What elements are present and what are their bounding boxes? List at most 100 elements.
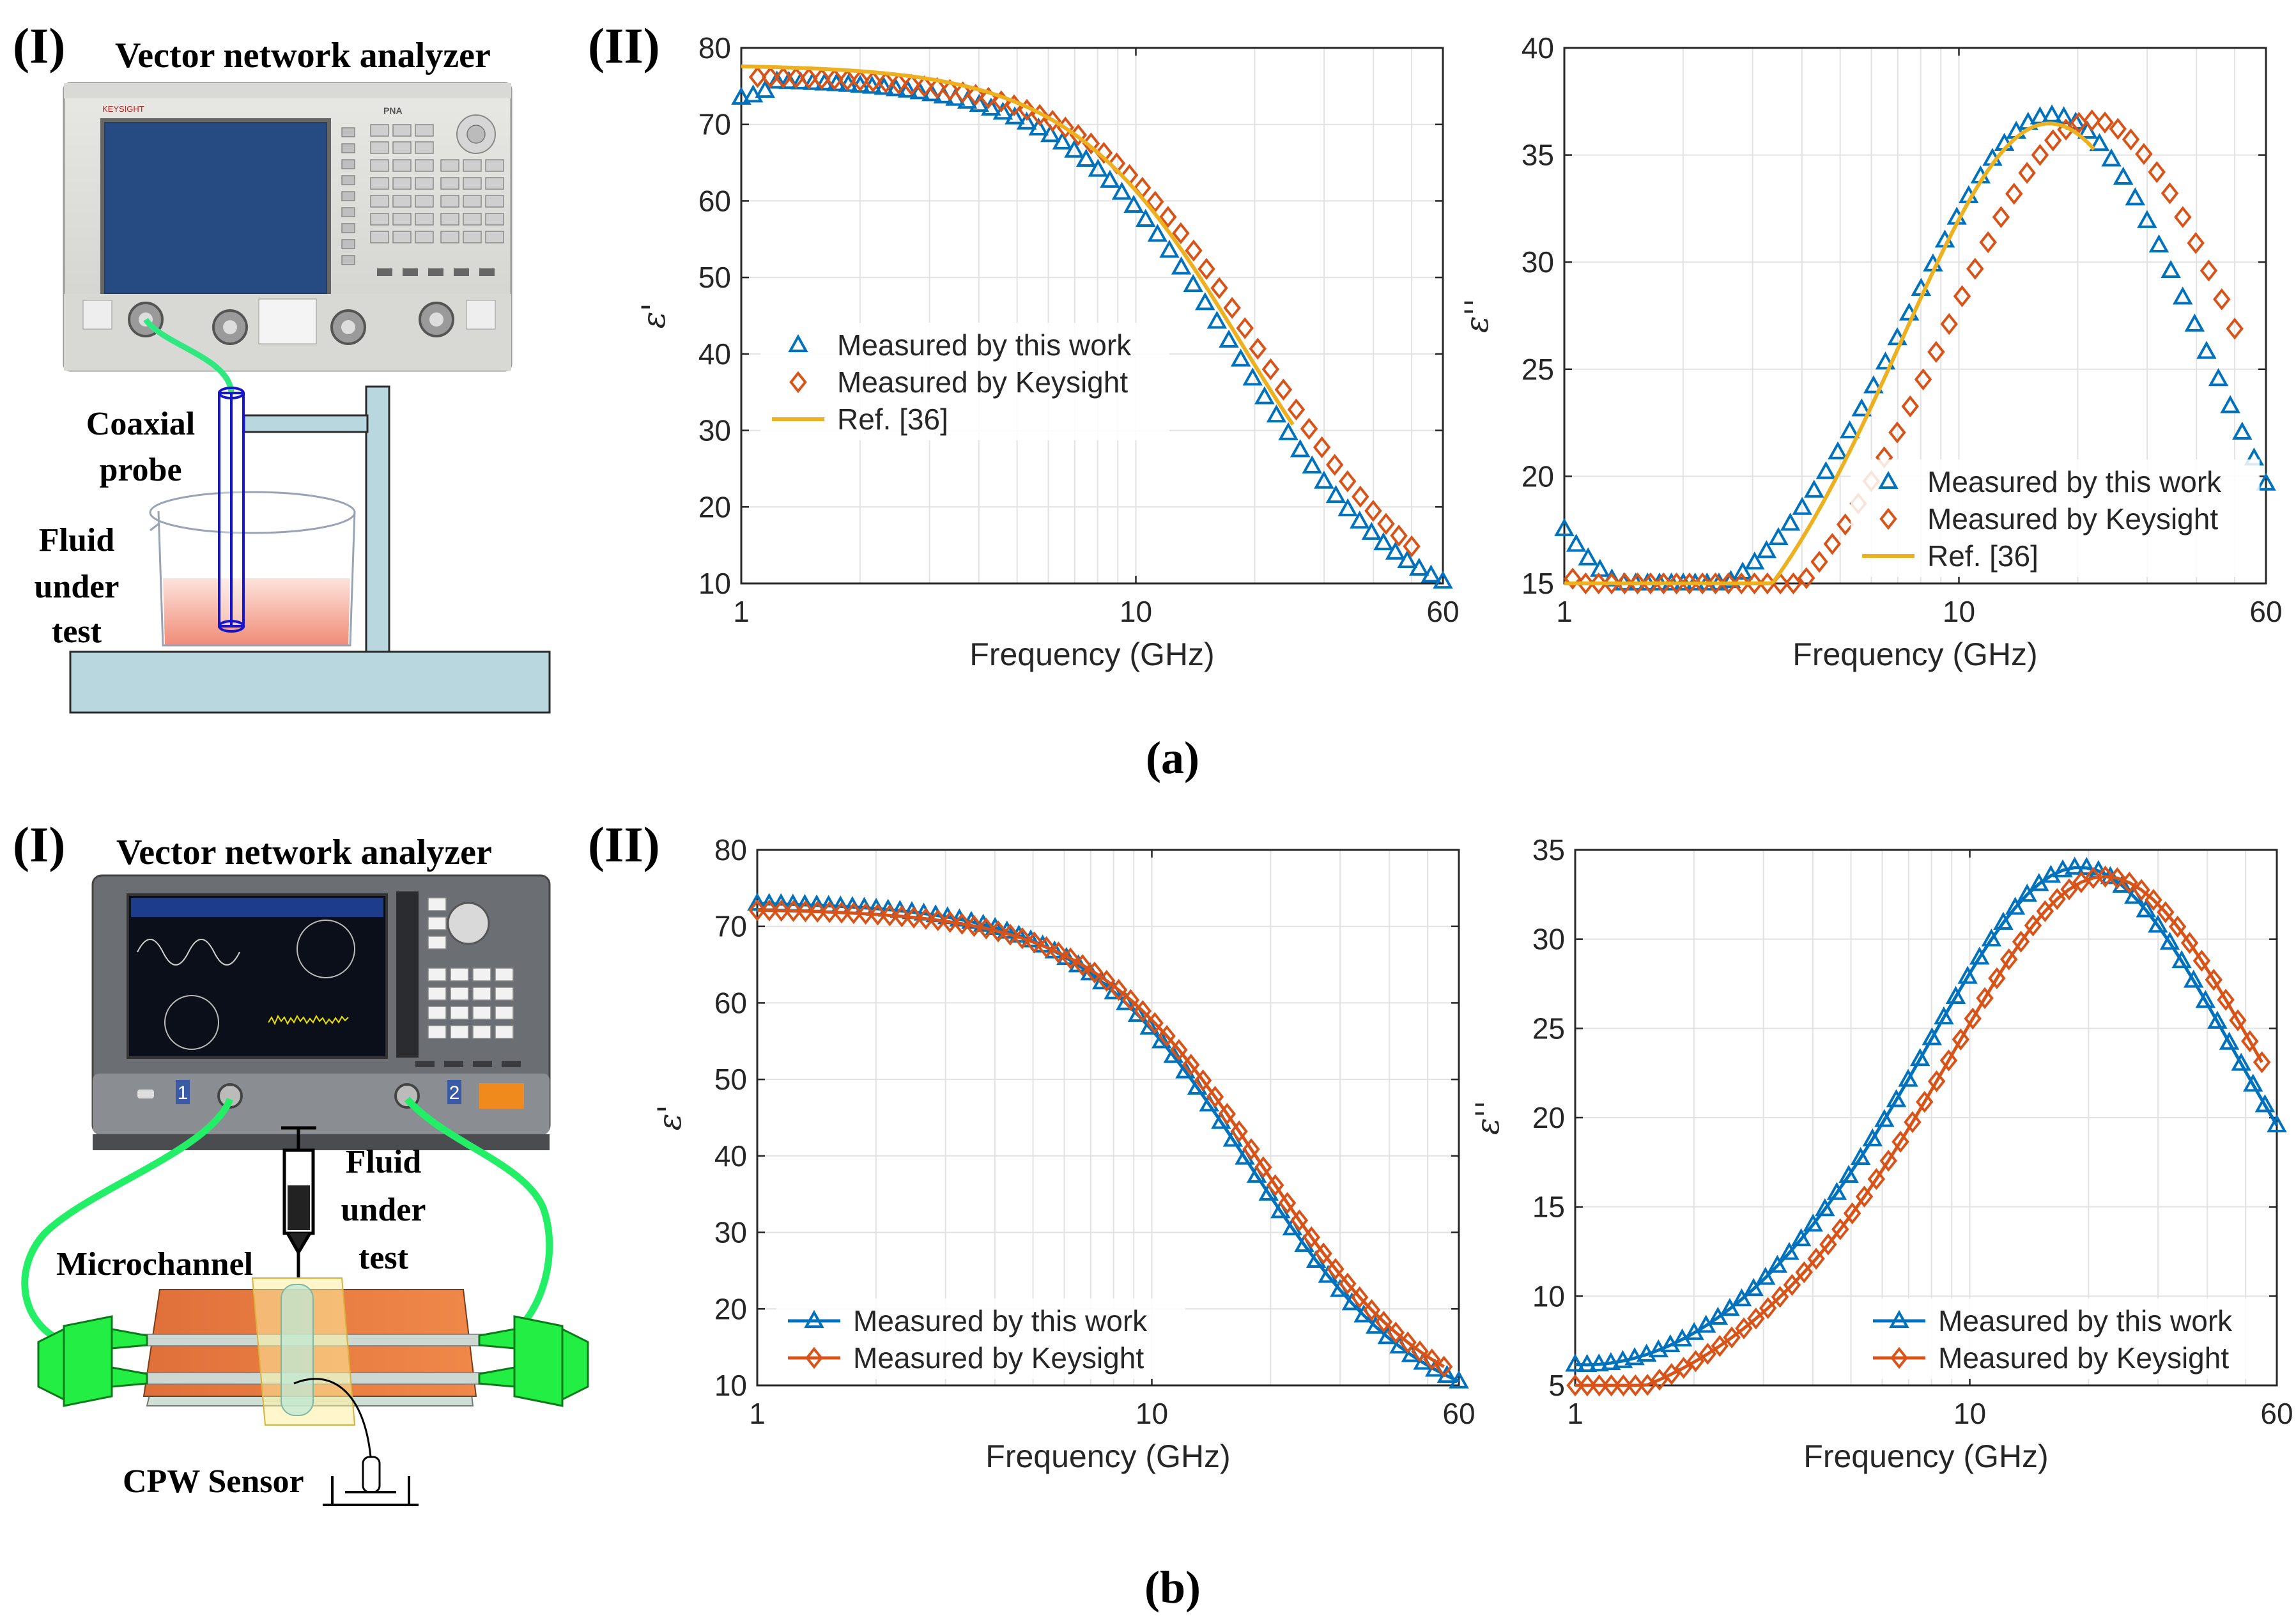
data-point: [2096, 111, 2114, 134]
legend-marker: [1878, 470, 1899, 489]
data-point: [2171, 950, 2192, 969]
data-point: [1731, 1288, 1752, 1307]
series-measured-by-this-work: [1565, 856, 2287, 1372]
chart-b-imag: 5 10 15 20 25 30 35 1 10 60 Frequency (GHz) ε'' Meas…: [1469, 833, 2293, 1474]
data-point: [1135, 208, 1156, 227]
data-point: [1934, 1006, 1954, 1025]
data-point: [1242, 1138, 1260, 1160]
data-point: [1147, 224, 1168, 242]
data-point: [989, 920, 1007, 943]
data-point: [1314, 1242, 1332, 1265]
data-point: [1803, 1214, 1823, 1232]
data-point: [1826, 1182, 1847, 1200]
data-point: [1377, 512, 1395, 535]
y-tick-label: 30: [714, 1216, 747, 1249]
x-tick-label: 1: [733, 595, 750, 628]
data-point: [1158, 1025, 1176, 1047]
data-point: [1779, 1242, 1799, 1260]
data-point: [1867, 1167, 1886, 1190]
data-point: [1747, 1307, 1765, 1330]
y-tick-label: 20: [1532, 1101, 1565, 1134]
data-point: [1810, 550, 1828, 573]
data-point: [1953, 285, 1971, 307]
data-point: [965, 914, 983, 937]
data-point: [1171, 256, 1192, 275]
probe-label-line2: probe: [99, 452, 181, 488]
legend-background: [760, 323, 1169, 440]
data-point: [1879, 1150, 1897, 1172]
data-point: [874, 77, 895, 95]
x-tick-label: 60: [2260, 1397, 2293, 1430]
data-point: [2195, 990, 2216, 1008]
data-point: [1681, 572, 1699, 595]
data-point: [2253, 1051, 2271, 1074]
data-point: [1362, 1298, 1381, 1321]
data-point: [2024, 914, 2042, 937]
data-point: [1121, 989, 1140, 1012]
data-point: [1720, 572, 1737, 595]
data-point: [1350, 1286, 1369, 1309]
data-point: [992, 102, 1013, 120]
data-point: [2192, 950, 2211, 972]
data-point: [1206, 311, 1228, 329]
plot-area: [741, 48, 1443, 583]
data-point: [1390, 525, 1408, 547]
data-point: [1134, 999, 1152, 1022]
vna-instrument-a: KEYSIGHT PNA: [63, 82, 512, 372]
data-point: [1088, 158, 1109, 177]
data-point: [1964, 1007, 1982, 1030]
data-point: [1230, 1120, 1248, 1143]
data-point: [1399, 1331, 1417, 1353]
data-point: [1922, 1027, 1943, 1045]
data-point: [1886, 1089, 1907, 1107]
data-point: [1636, 1343, 1657, 1362]
legend-label: Measured by Keysight: [837, 366, 1128, 399]
x-tick-label: 1: [1556, 595, 1573, 628]
data-point: [1743, 1277, 1764, 1297]
data-point: [1768, 527, 1789, 546]
data-point: [1040, 124, 1061, 143]
coax-cable-a: [143, 318, 235, 394]
data-point: [2232, 421, 2253, 440]
data-point: [1578, 1374, 1596, 1397]
data-point: [2207, 1010, 2228, 1029]
data-point: [1194, 1069, 1212, 1091]
data-point: [1218, 1102, 1237, 1125]
data-point: [2109, 118, 2127, 140]
legend-marker: [1889, 1309, 1909, 1329]
y-tick-label: 70: [714, 910, 747, 943]
data-point: [1993, 911, 2014, 930]
data-point: [2076, 856, 2097, 875]
syringe: [281, 1126, 316, 1278]
data-point: [1576, 572, 1595, 595]
data-point: [1735, 1317, 1753, 1339]
series-line: [741, 64, 1295, 426]
data-point: [787, 66, 805, 89]
data-point: [2174, 206, 2192, 228]
data-point: [1242, 367, 1263, 386]
data-point: [2145, 888, 2162, 911]
data-point: [1767, 1254, 1788, 1273]
data-point: [928, 77, 946, 99]
data-point: [1914, 368, 1932, 391]
data-point: [1314, 470, 1334, 489]
data-point: [905, 906, 923, 928]
data-point: [2064, 856, 2085, 875]
data-point: [1421, 564, 1442, 583]
data-point: [886, 78, 906, 96]
data-point: [755, 79, 775, 98]
data-point: [1013, 927, 1031, 950]
data-point: [1352, 486, 1369, 508]
data-point: [1327, 1258, 1344, 1281]
data-point: [1939, 1049, 1958, 1072]
data-point: [1266, 404, 1287, 423]
data-point: [1170, 1038, 1188, 1061]
legend-marker: [789, 371, 807, 394]
data-point: [808, 900, 827, 923]
legend-label: Ref. [36]: [837, 403, 948, 436]
data-point: [1337, 498, 1358, 516]
legend-label: Measured by this work: [837, 328, 1132, 362]
data-point: [1123, 194, 1144, 213]
data-point: [1049, 941, 1068, 964]
